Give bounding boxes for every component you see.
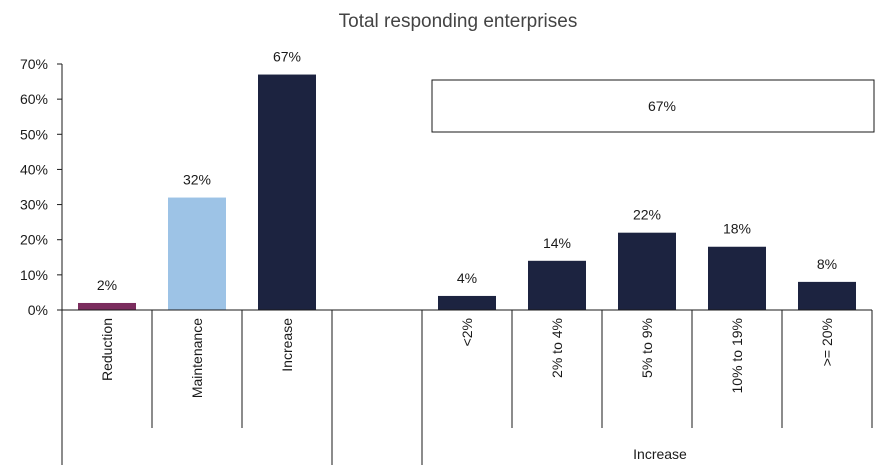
category-label: Maintenance [189,318,205,398]
data-label: 32% [183,172,211,188]
data-label: 22% [633,207,661,223]
category-label: Reduction [99,318,115,381]
data-label: 18% [723,221,751,237]
bar [798,281,856,310]
group-total-label: 67% [648,98,676,114]
data-label: 14% [543,235,571,251]
bar [618,232,676,310]
y-tick-label: 60% [20,91,48,107]
category-label: Increase [279,318,295,372]
y-tick-label: 40% [20,161,48,177]
y-tick-label: 30% [20,197,48,213]
category-label: 5% to 9% [639,318,655,378]
category-label: <2% [459,318,475,346]
bar [708,246,766,310]
category-label: 2% to 4% [549,318,565,378]
data-label: 2% [97,277,117,293]
y-tick-label: 0% [28,302,48,318]
bars-group: 2% 32% 67% 4% 14% 22% 18% 8% [78,49,856,311]
y-tick-label: 10% [20,267,48,283]
x-axis: Reduction Maintenance Increase <2% 2% to 4% 5… [61,309,873,465]
bar [528,260,586,310]
group-label: Increase [633,446,687,462]
category-label: >= 20% [819,318,835,366]
increase-group: 67% Increase [431,79,875,462]
category-label: 10% to 19% [729,318,745,394]
bar [168,197,226,310]
bar [258,74,316,311]
bar [438,295,496,310]
y-tick-label: 20% [20,232,48,248]
data-label: 67% [273,49,301,65]
data-label: 4% [457,270,477,286]
y-axis: 0% 10% 20% 30% 40% 50% 60% 70% [20,56,63,318]
chart-title: Total responding enterprises [339,11,578,32]
data-label: 8% [817,256,837,272]
group-total-box [431,79,875,133]
y-tick-label: 50% [20,126,48,142]
bar [78,302,136,310]
y-tick-label: 70% [20,56,48,72]
